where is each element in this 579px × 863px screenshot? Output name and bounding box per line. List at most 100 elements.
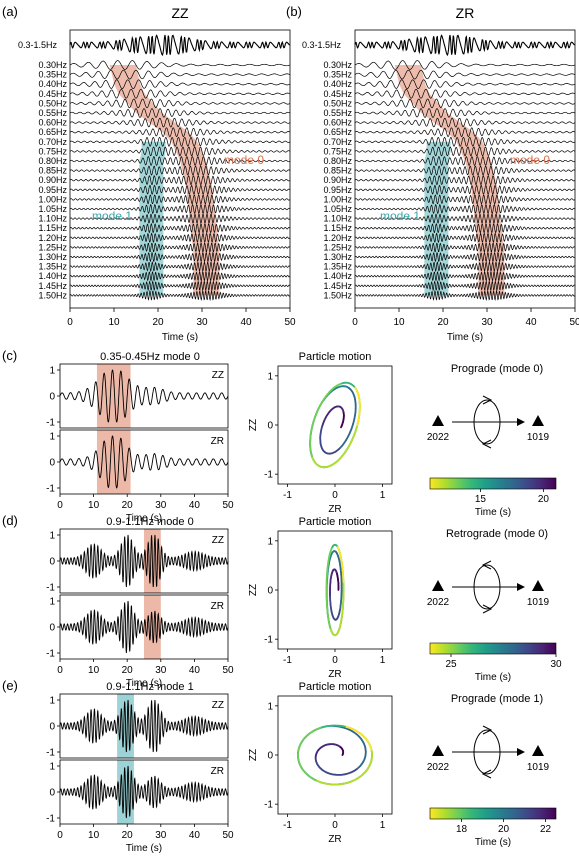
colorbar-tick-label: 20 <box>538 494 550 505</box>
x-tick-label: 20 <box>152 317 164 328</box>
frequency-label: 0.80Hz <box>323 156 352 166</box>
y-tick-label: 0 <box>267 751 273 762</box>
frequency-label: 0.80Hz <box>38 156 67 166</box>
x-axis-label: Time (s) <box>447 332 483 343</box>
frequency-label: 1.00Hz <box>38 194 67 204</box>
frequency-label: 0.70Hz <box>38 137 67 147</box>
y-tick-label: 0 <box>267 586 273 597</box>
frequency-label: 1.00Hz <box>323 194 352 204</box>
frequency-label: 0.40Hz <box>323 79 352 89</box>
component-label: ZZ <box>212 370 224 381</box>
frequency-label: 0.90Hz <box>323 175 352 185</box>
colorbar-tick-label: 30 <box>550 659 562 670</box>
frequency-label: 1.20Hz <box>38 233 67 243</box>
trace-1.50hz <box>69 289 291 301</box>
x-tick-label: 40 <box>189 665 201 676</box>
panel-letter: (b) <box>286 4 302 19</box>
panel-a: (a) ZZ 0.3-1.5Hz 0.30Hz0.35Hz0.40Hz0.45H… <box>2 4 296 343</box>
x-axis-label: Time (s) <box>126 513 162 524</box>
frequency-label: 0.75Hz <box>38 146 67 156</box>
trace-0.90hz <box>354 175 576 186</box>
x-tick-label: 10 <box>88 830 100 841</box>
motion-title: Prograde (mode 0) <box>451 363 543 375</box>
frequency-label: 0.85Hz <box>323 166 352 176</box>
broadband-label: 0.3-1.5Hz <box>18 40 58 50</box>
x-tick-label: 10 <box>108 317 120 328</box>
y-tick-label: 1 <box>267 371 273 382</box>
component-label: ZZ <box>212 700 224 711</box>
y-tick-label: 0 <box>267 421 273 432</box>
particle-motion-frame <box>277 695 393 815</box>
colorbar-tick-label: 15 <box>475 494 487 505</box>
x-axis-label: ZR <box>328 669 341 680</box>
mode0-label: mode 0 <box>224 153 264 167</box>
trace-1.45hz <box>354 280 576 292</box>
x-tick-label: 0 <box>57 665 63 676</box>
trace-0.65hz <box>354 127 576 138</box>
trace-0.95hz <box>69 184 291 195</box>
x-tick-label: -1 <box>283 820 292 831</box>
x-tick-label: 40 <box>189 830 201 841</box>
station-label-left: 2022 <box>427 597 450 608</box>
x-tick-label: 50 <box>569 317 579 328</box>
x-tick-label: 0 <box>352 317 358 328</box>
x-axis-label: ZR <box>328 504 341 515</box>
colorbar-tick-label: 18 <box>456 824 468 835</box>
trace-0.30hz <box>69 60 291 70</box>
frequency-label: 0.45Hz <box>38 89 67 99</box>
x-axis-label: ZR <box>328 834 341 845</box>
zz-waveform <box>59 534 229 588</box>
x-tick-label: 1 <box>380 820 386 831</box>
trace-0.35hz <box>354 69 576 80</box>
mode1-label: mode 1 <box>92 209 132 223</box>
trajectory-segment <box>354 386 358 391</box>
y-tick-label: -1 <box>46 418 55 429</box>
x-axis-label: Time (s) <box>126 678 162 689</box>
y-tick-label: 1 <box>49 597 55 608</box>
frequency-label: 0.85Hz <box>38 166 67 176</box>
component-label: ZR <box>211 766 224 777</box>
waveform-title: 0.9-1.1Hz mode 1 <box>106 681 193 693</box>
station-triangle-left <box>432 580 444 591</box>
seismogram-traces <box>354 34 576 301</box>
panel-letter: (c) <box>2 348 17 363</box>
y-tick-label: 0 <box>49 623 55 634</box>
x-tick-label: 20 <box>122 500 134 511</box>
x-tick-label: 30 <box>155 665 167 676</box>
y-tick-label: 1 <box>49 432 55 443</box>
x-tick-label: 10 <box>88 500 100 511</box>
trace-1.25hz <box>354 242 576 252</box>
time-axis: 0 10 20 30 40 50 <box>352 29 579 328</box>
zz-waveform <box>59 369 229 423</box>
trace-0.60hz <box>69 117 291 128</box>
station-triangle-right <box>532 580 544 591</box>
colorbar-label: Time (s) <box>475 672 511 683</box>
plot-frame <box>69 29 291 309</box>
x-tick-label: 40 <box>189 500 201 511</box>
frequency-label: 1.50Hz <box>323 290 352 300</box>
particle-motion-frame <box>277 365 393 485</box>
frequency-label: 0.35Hz <box>323 70 352 80</box>
station-triangle-right <box>532 745 544 756</box>
trace-0.45hz <box>69 89 291 99</box>
frequency-label: 1.25Hz <box>38 242 67 252</box>
frequency-label: 1.10Hz <box>323 214 352 224</box>
x-tick-label: 0 <box>67 317 73 328</box>
x-tick-label: 50 <box>284 317 296 328</box>
zr-waveform <box>59 765 229 819</box>
trace-0.85hz <box>354 165 576 176</box>
ellipse-arrow-bottom <box>481 769 492 779</box>
frequency-label: 1.05Hz <box>323 204 352 214</box>
motion-title: Prograde (mode 1) <box>451 693 543 705</box>
colorbar <box>429 807 557 820</box>
station-triangle-left <box>432 745 444 756</box>
mode0-band <box>394 65 505 296</box>
particle-ellipse <box>473 729 501 775</box>
trace-1.20hz <box>69 232 291 244</box>
x-tick-label: -1 <box>283 490 292 501</box>
colorbar-label: Time (s) <box>475 837 511 848</box>
frequency-label: 1.15Hz <box>38 223 67 233</box>
frequency-label: 1.20Hz <box>323 233 352 243</box>
station-label-right: 1019 <box>527 432 550 443</box>
zr-waveform <box>59 600 229 654</box>
